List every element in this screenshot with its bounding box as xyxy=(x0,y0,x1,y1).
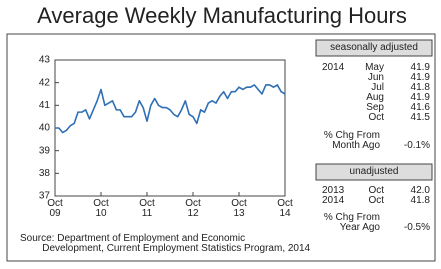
y-tick-label: 37 xyxy=(39,191,51,202)
y-tick-label: 43 xyxy=(39,55,51,66)
line xyxy=(55,84,286,134)
row-year: 2014 xyxy=(322,62,345,73)
x-tick-label: Oct 13 xyxy=(231,198,247,219)
row-value: 42.0 xyxy=(410,185,430,196)
source: Source: Department of Employment and Eco… xyxy=(20,233,311,254)
row-value: 41.5 xyxy=(410,112,430,123)
row-month: Oct xyxy=(368,185,384,196)
y-tick-label: 39 xyxy=(39,145,51,156)
row-value: 41.6 xyxy=(410,102,430,113)
row-year: 2014 xyxy=(322,195,345,206)
y-tick-label: 40 xyxy=(39,123,51,134)
panel-box xyxy=(315,39,433,57)
row-value: 41.8 xyxy=(410,82,430,93)
row-month: Aug xyxy=(366,92,384,103)
row-value: 41.9 xyxy=(410,72,430,83)
row-month: Sep xyxy=(366,102,384,113)
change-label: % Chg From Year Ago xyxy=(323,212,380,233)
y-tick-label: 38 xyxy=(39,168,51,179)
row-value: 41.8 xyxy=(410,195,430,206)
x-tick-label: Oct 11 xyxy=(139,198,155,219)
row-month: Oct xyxy=(368,112,384,123)
plot-frame xyxy=(54,59,286,197)
panel-heading: seasonally adjusted xyxy=(330,42,418,53)
row-month: May xyxy=(365,62,384,73)
row-year: 2013 xyxy=(322,185,345,196)
x-tick-label: Oct 09 xyxy=(47,198,63,219)
x-tick-label: Oct 10 xyxy=(93,198,109,219)
row-month: Jul xyxy=(371,82,384,93)
panel-box xyxy=(315,163,433,181)
x-tick-label: Oct 12 xyxy=(185,198,201,219)
row-value: 41.9 xyxy=(410,62,430,73)
row-month: Oct xyxy=(368,195,384,206)
change-value: -0.1% xyxy=(403,140,430,151)
row-value: 41.9 xyxy=(410,92,430,103)
row-month: Jun xyxy=(367,72,384,83)
change-label: % Chg From Month Ago xyxy=(323,130,380,151)
x-tick-label: Oct 14 xyxy=(277,198,293,219)
panel-heading: unadjusted xyxy=(349,166,399,177)
chart-title: Average Weekly Manufacturing Hours xyxy=(37,3,407,28)
outer-frame xyxy=(6,33,436,262)
y-tick-label: 41 xyxy=(39,100,51,111)
change-value: -0.5% xyxy=(403,222,430,233)
y-tick-label: 42 xyxy=(39,77,51,88)
